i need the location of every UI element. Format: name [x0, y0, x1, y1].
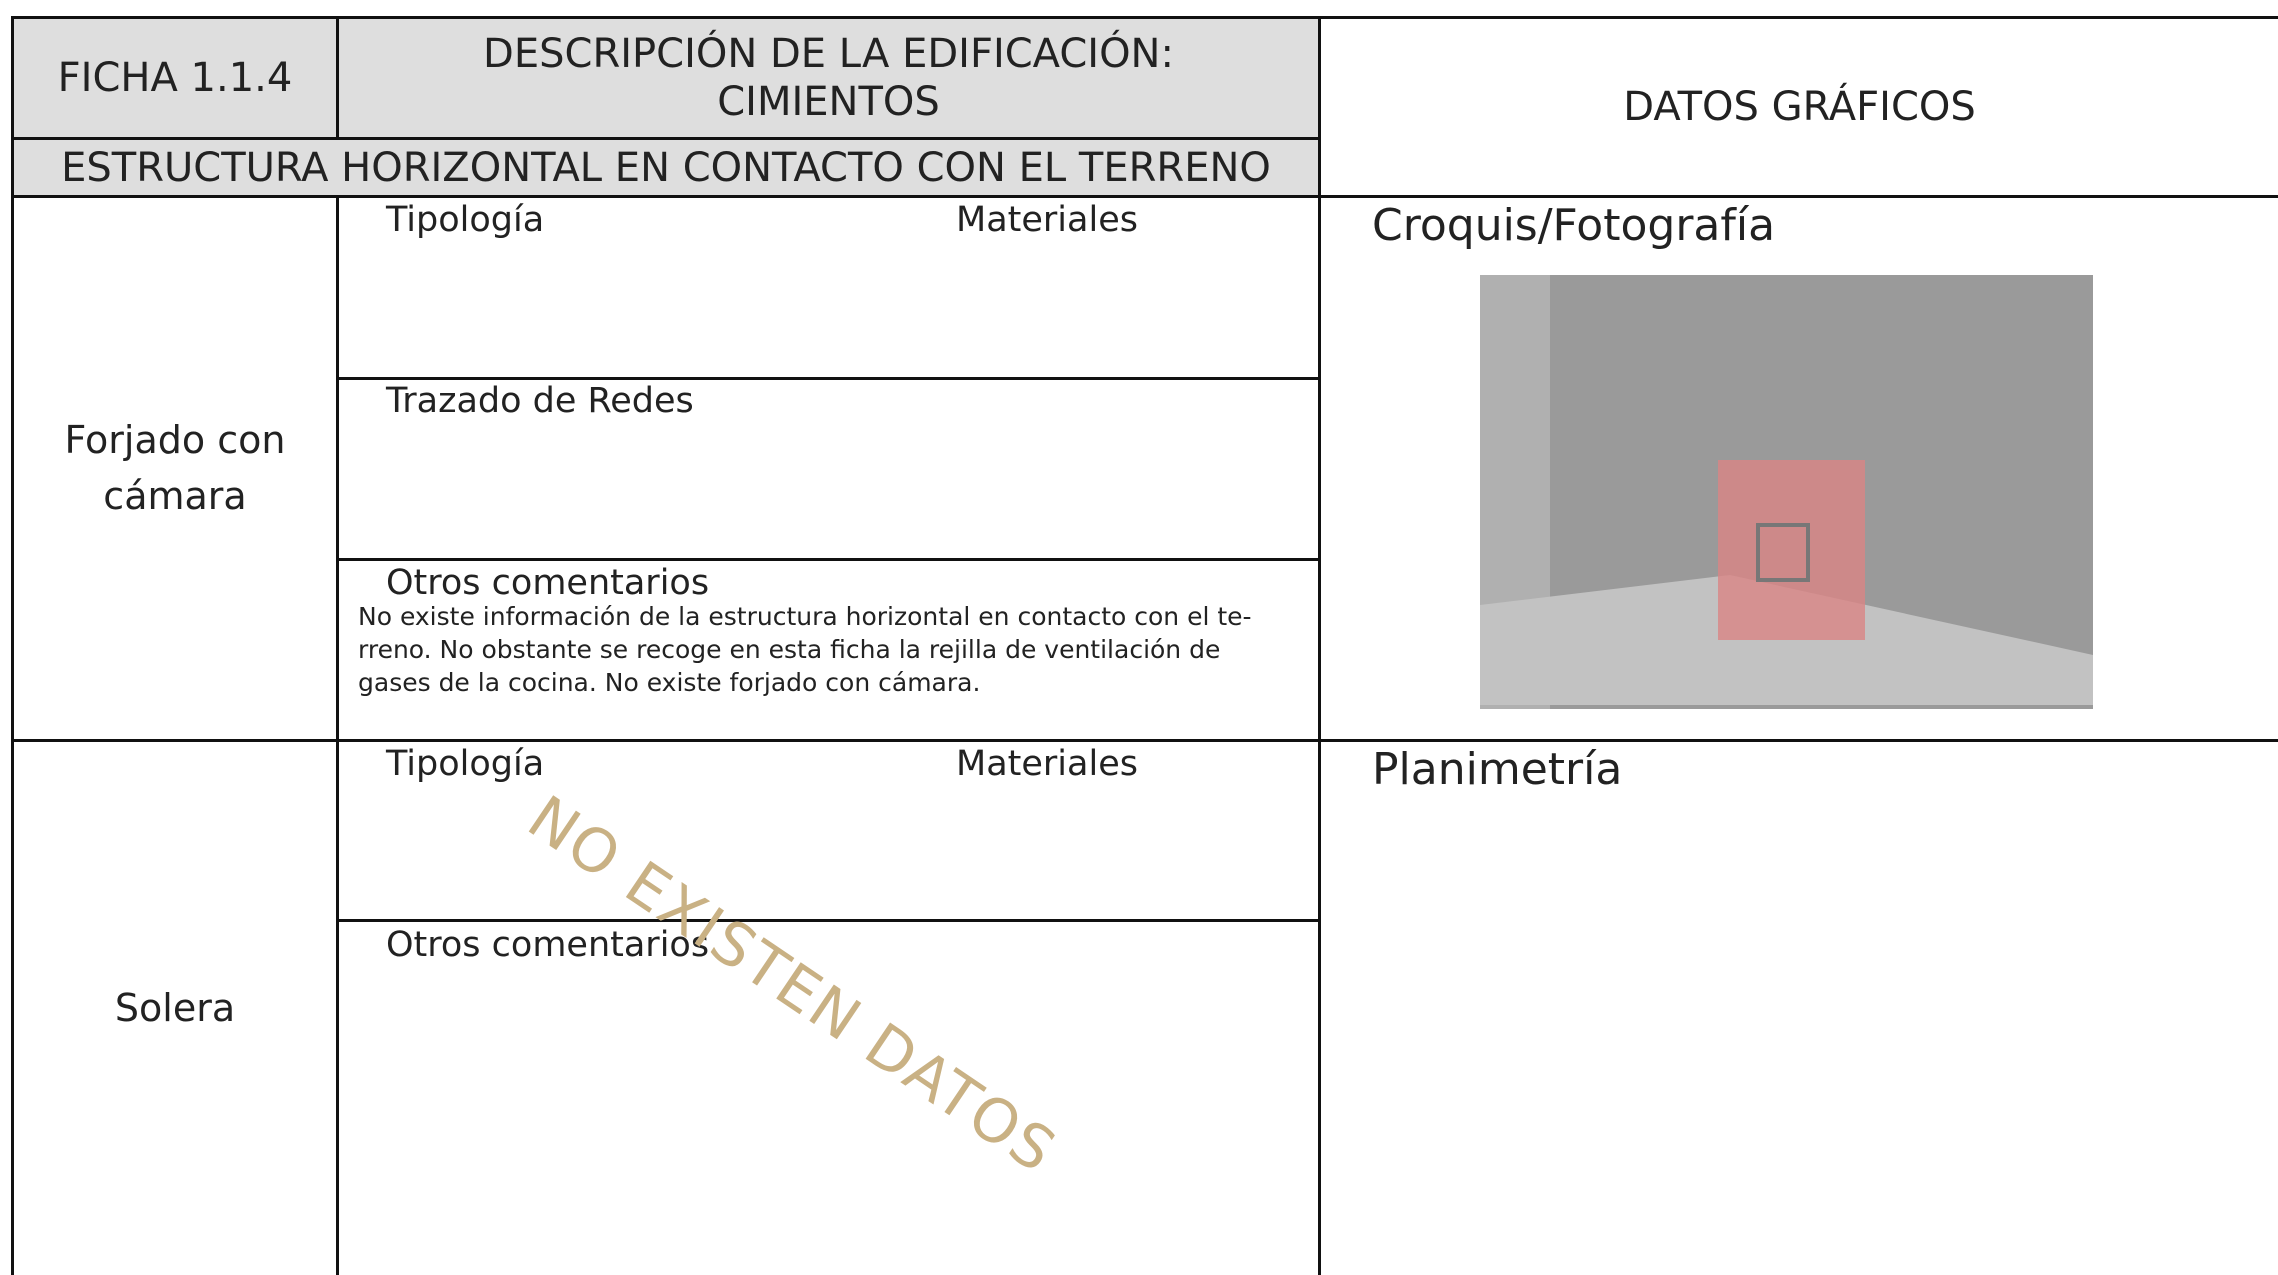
- border: [12, 137, 1319, 140]
- section-label: Forjado con cámara: [14, 198, 336, 739]
- watermark: NO EXISTEN DATOS: [515, 782, 1069, 1188]
- border: [1318, 16, 1321, 1275]
- field-label: Materiales: [956, 200, 1138, 240]
- graphic-label: Planimetría: [1372, 744, 1623, 795]
- photo-grille: [1756, 523, 1810, 582]
- title: DESCRIPCIÓN DE LA EDIFICACIÓN: CIMIENTOS: [339, 19, 1318, 137]
- field-label: Otros comentarios: [386, 563, 710, 603]
- label-line: Forjado con: [64, 418, 286, 463]
- border: [12, 16, 2278, 19]
- label-line: Solera: [114, 985, 236, 1030]
- graphic-label: Croquis/Fotografía: [1372, 200, 1776, 251]
- photo: [1480, 275, 2093, 709]
- border: [337, 377, 1319, 380]
- border: [11, 16, 14, 1275]
- label-line: cámara: [103, 473, 247, 518]
- comment-line: No existe información de la estructura h…: [358, 602, 1252, 631]
- border: [12, 739, 2278, 742]
- title-line: CIMIENTOS: [717, 79, 940, 125]
- field-label: Materiales: [956, 744, 1138, 784]
- field-label: Otros comentarios: [386, 925, 710, 965]
- title-line: DESCRIPCIÓN DE LA EDIFICACIÓN:: [483, 31, 1174, 77]
- field-label: Trazado de Redes: [386, 381, 694, 421]
- ficha: FICHA 1.1.4: [57, 55, 293, 101]
- subtitle: ESTRUCTURA HORIZONTAL EN CONTACTO CON EL…: [61, 144, 1271, 191]
- border: [337, 558, 1319, 561]
- header-bg: [12, 17, 1319, 196]
- border: [336, 16, 339, 138]
- field-label: Tipología: [386, 744, 545, 784]
- graphic-header: DATOS GRÁFICOS: [1623, 84, 1976, 130]
- comment-line: rreno. No obstante se recoge en esta fic…: [358, 635, 1221, 664]
- border: [12, 195, 2278, 198]
- comment-line: gases de la cocina. No existe forjado co…: [358, 668, 981, 697]
- field-label: Tipología: [386, 200, 545, 240]
- border: [336, 196, 339, 1275]
- comment: No existe información de la estructura h…: [358, 600, 1252, 699]
- section-label: Solera: [14, 742, 336, 1275]
- photo-highlight: [1718, 460, 1865, 640]
- border: [337, 919, 1319, 922]
